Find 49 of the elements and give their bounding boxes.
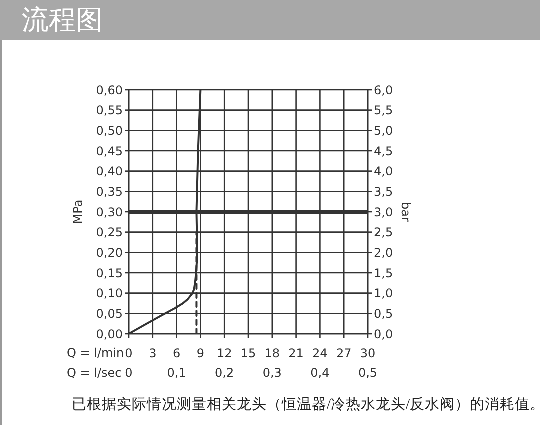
- y2-axis-title: bar: [399, 202, 413, 222]
- text: 已根据实际情况测量相关龙头（恒温器/冷热水龙头/反水阀）的消耗值。: [72, 396, 540, 414]
- y2-tick-label: 3,5: [374, 184, 394, 199]
- y-tick-label: 0,15: [96, 266, 123, 280]
- y-tick-label: 0,40: [96, 164, 123, 179]
- y-tick-label: 0,05: [96, 306, 123, 321]
- x-tick-label: 18: [264, 346, 280, 361]
- y2-tick-label: 5,0: [374, 124, 394, 138]
- x-tick-label: 3: [149, 346, 157, 361]
- y-tick-label: 0,50: [96, 124, 123, 138]
- y2-tick-label: 5,5: [374, 104, 394, 118]
- x-tick-label: 15: [240, 346, 256, 361]
- x2-tick-label: 0,4: [310, 366, 330, 380]
- y-tick-label: 0,20: [96, 246, 123, 260]
- x-axis-title: Q = l/min: [67, 346, 124, 360]
- x2-axis-title: Q = l/sec: [67, 366, 122, 380]
- x-tick-label: 9: [196, 346, 205, 361]
- y-tick-label: 0,35: [96, 184, 123, 199]
- y2-tick-label: 1,0: [374, 286, 394, 301]
- y-tick-label: 0,55: [96, 104, 123, 118]
- y-tick-label: 0,10: [96, 286, 123, 301]
- x-tick-label: 12: [216, 346, 232, 361]
- x-tick-label: 6: [172, 346, 181, 361]
- y-axis-title: MPa: [71, 200, 85, 224]
- y-tick-label: 0,60: [96, 83, 123, 98]
- y2-tick-label: 2,5: [374, 226, 394, 240]
- x2-tick-label: 0,5: [358, 366, 378, 380]
- y2-tick-label: 0,0: [374, 327, 394, 342]
- y2-tick-label: 4,0: [374, 164, 394, 179]
- x2-tick-label: 0: [125, 366, 133, 380]
- y-tick-label: 0,00: [96, 327, 123, 342]
- chart-title: 流程图: [22, 4, 103, 37]
- y2-tick-label: 1,5: [374, 266, 394, 280]
- x-tick-label: 21: [288, 346, 304, 361]
- x-tick-label: 0: [125, 346, 133, 361]
- x2-tick-label: 0,1: [167, 366, 186, 380]
- y2-tick-label: 4,5: [374, 144, 394, 158]
- y2-tick-label: 6,0: [374, 83, 394, 98]
- x-tick-label: 27: [336, 346, 352, 361]
- y2-tick-label: 0,5: [374, 306, 394, 321]
- x2-tick-label: 0,3: [262, 366, 282, 380]
- y2-tick-label: 2,0: [374, 246, 394, 260]
- x-tick-label: 24: [312, 346, 328, 361]
- x-tick-label: 30: [360, 346, 376, 361]
- x2-tick-label: 0,2: [215, 366, 234, 380]
- y2-tick-label: 3,0: [374, 205, 394, 220]
- y-tick-label: 0,30: [96, 205, 123, 220]
- y-tick-label: 0,45: [96, 144, 123, 158]
- y-tick-label: 0,25: [96, 226, 123, 240]
